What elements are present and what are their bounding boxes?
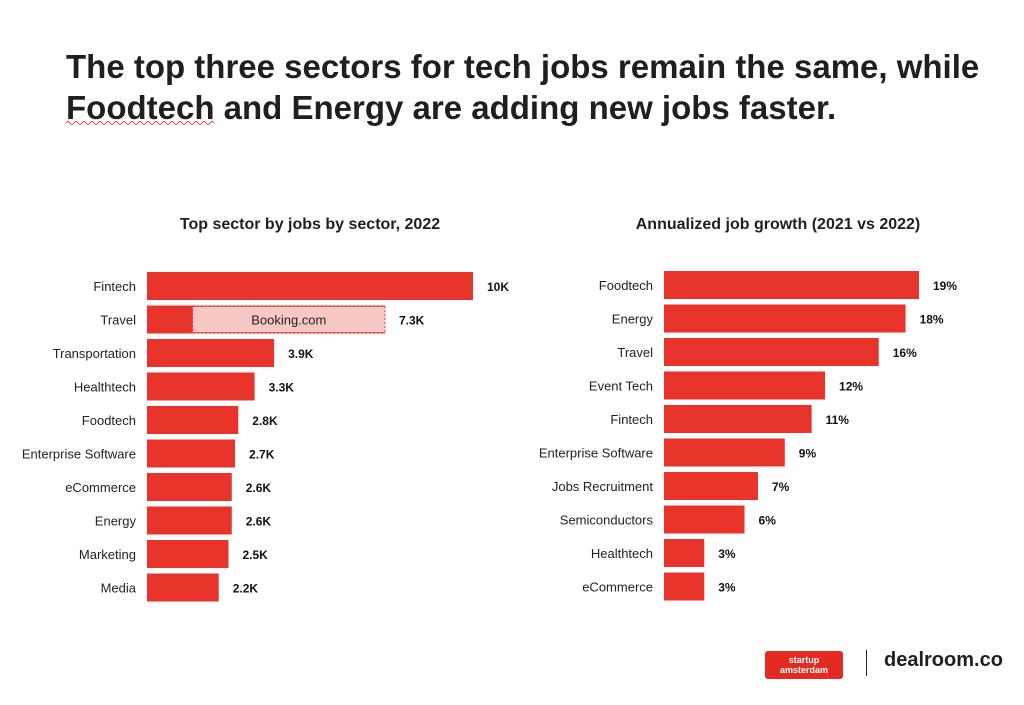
bar-media: [147, 573, 219, 602]
category-label: Enterprise Software: [22, 447, 136, 462]
value-label: 2.2K: [233, 582, 259, 596]
value-label: 18%: [920, 313, 944, 327]
bar-transportation: [147, 339, 275, 367]
category-label: Healthtech: [74, 380, 136, 395]
value-label: 7%: [772, 480, 790, 494]
bar-enterprise-software: [147, 439, 236, 468]
category-label: Healthtech: [591, 546, 653, 561]
category-label: Travel: [100, 313, 136, 328]
bar-travel: [664, 338, 879, 366]
bar-jobs-recruitment: [664, 472, 758, 500]
bar-energy: [664, 304, 906, 333]
value-label: 19%: [933, 279, 957, 293]
bar-ecommerce: [664, 572, 705, 601]
dealroom-logo: dealroom.co: [884, 649, 1003, 671]
bar-foodtech: [664, 271, 919, 299]
value-label: 7.3K: [399, 314, 425, 328]
startup-amsterdam-logo-line-1: startup: [788, 655, 820, 665]
value-label: 9%: [799, 447, 817, 461]
category-label: Fintech: [93, 279, 136, 294]
category-label: Foodtech: [599, 278, 653, 293]
headline: The top three sectors for tech jobs rema…: [66, 46, 1006, 128]
annotation-box: [192, 306, 386, 333]
value-label: 3.9K: [288, 347, 314, 361]
category-label: Jobs Recruitment: [552, 479, 654, 494]
value-label: 3%: [718, 581, 736, 595]
value-label: 11%: [826, 413, 850, 427]
headline-line-1: The top three sectors for tech jobs rema…: [66, 48, 980, 85]
value-label: 12%: [839, 380, 863, 394]
value-label: 3.3K: [269, 381, 295, 395]
headline-line-2: Foodtech and Energy are adding new jobs …: [66, 89, 837, 126]
bar-healthtech: [147, 372, 255, 401]
value-label: 2.6K: [246, 515, 272, 529]
category-label: Energy: [612, 312, 654, 327]
bar-fintech: [147, 272, 473, 300]
category-label: Foodtech: [82, 413, 136, 428]
value-label: 2.6K: [246, 481, 272, 495]
bar-energy: [147, 506, 232, 535]
category-label: Media: [101, 581, 137, 596]
startup-amsterdam-logo-line-2: amsterdam: [779, 665, 829, 675]
bar-semiconductors: [664, 505, 745, 534]
logo-divider: [866, 650, 867, 676]
category-label: Energy: [95, 514, 137, 529]
chart-1-title: Top sector by jobs by sector, 2022: [179, 216, 441, 233]
spellcheck-squiggle: [66, 121, 215, 125]
bar-ecommerce: [147, 473, 232, 501]
value-label: 6%: [759, 514, 777, 528]
bar-healthtech: [664, 539, 705, 567]
bar-marketing: [147, 540, 229, 568]
value-label: 2.5K: [243, 548, 269, 562]
value-label: 16%: [893, 346, 917, 360]
category-label: eCommerce: [65, 480, 136, 495]
value-label: 3%: [718, 547, 736, 561]
category-label: Enterprise Software: [539, 446, 653, 461]
category-label: Transportation: [53, 346, 136, 361]
bar-event-tech: [664, 371, 826, 400]
annotation-label: Booking.com: [251, 313, 326, 328]
category-label: Marketing: [79, 547, 136, 562]
startup-amsterdam-logo: startup amsterdam: [765, 651, 843, 679]
category-label: Semiconductors: [560, 513, 654, 528]
bar-foodtech: [147, 406, 239, 434]
value-label: 2.8K: [252, 414, 278, 428]
bar-enterprise-software: [664, 438, 785, 467]
category-label: Travel: [617, 345, 653, 360]
category-label: Fintech: [610, 412, 653, 427]
chart-2-title: Annualized job growth (2021 vs 2022): [635, 216, 921, 233]
category-label: eCommerce: [582, 580, 653, 595]
value-label: 2.7K: [249, 448, 275, 462]
category-label: Event Tech: [589, 379, 653, 394]
value-label: 10K: [487, 280, 509, 294]
bar-fintech: [664, 405, 812, 433]
